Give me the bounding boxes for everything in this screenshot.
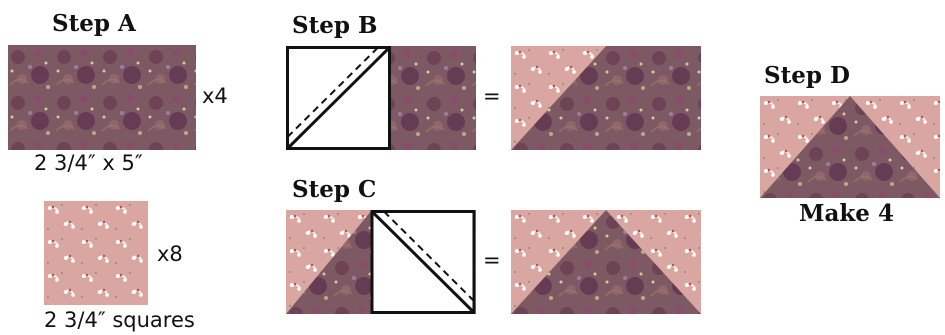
step-b-equals: = xyxy=(483,84,501,108)
step-c-dashed-line xyxy=(383,210,475,302)
step-b-result xyxy=(511,46,701,150)
step-b-layout xyxy=(286,46,476,150)
step-b-sewing-line xyxy=(286,46,391,150)
step-b-title: Step B xyxy=(292,12,378,39)
step-a-square-fabric xyxy=(44,201,148,305)
step-d-title: Step D xyxy=(764,62,850,89)
step-d-make-count: Make 4 xyxy=(799,200,894,227)
step-c-layout xyxy=(286,210,476,314)
step-a-rectangle-fabric xyxy=(8,45,196,150)
step-c-equals: = xyxy=(483,248,501,272)
step-d-flying-geese-block xyxy=(760,96,940,198)
step-a-square-quantity: x8 xyxy=(157,242,183,266)
step-a-square-size: 2 3/4″ squares xyxy=(44,308,195,332)
dashed-sewing-line-icon xyxy=(286,46,379,138)
step-a-rectangle-quantity: x4 xyxy=(202,84,228,108)
step-a-title: Step A xyxy=(52,10,136,37)
step-a-rectangle-size: 2 3/4″ x 5″ xyxy=(34,151,143,175)
step-c-result xyxy=(511,210,701,314)
step-c-title: Step C xyxy=(292,176,377,203)
step-c-sewing-line xyxy=(370,210,476,314)
